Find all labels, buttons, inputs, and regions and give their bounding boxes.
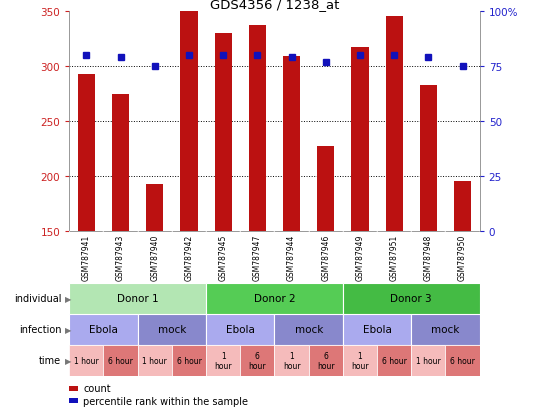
Text: 6 hour: 6 hour bbox=[450, 356, 475, 365]
Bar bbox=[386, 17, 403, 231]
Text: 6 hour: 6 hour bbox=[108, 356, 133, 365]
Text: 1
hour: 1 hour bbox=[351, 351, 369, 370]
Text: Donor 1: Donor 1 bbox=[117, 293, 158, 304]
Text: Donor 3: Donor 3 bbox=[391, 293, 432, 304]
Bar bbox=[377, 345, 411, 376]
Bar bbox=[446, 345, 480, 376]
Text: 1
hour: 1 hour bbox=[214, 351, 232, 370]
Bar bbox=[206, 314, 274, 345]
Text: 1
hour: 1 hour bbox=[283, 351, 301, 370]
Text: ▶: ▶ bbox=[65, 294, 71, 303]
Bar bbox=[138, 345, 172, 376]
Text: 1 hour: 1 hour bbox=[142, 356, 167, 365]
Text: GSM787951: GSM787951 bbox=[390, 234, 399, 280]
Bar bbox=[420, 86, 437, 231]
Text: mock: mock bbox=[431, 324, 459, 335]
Bar bbox=[181, 12, 198, 231]
Text: infection: infection bbox=[19, 324, 61, 335]
Bar bbox=[138, 314, 206, 345]
Text: 1 hour: 1 hour bbox=[74, 356, 99, 365]
Text: GSM787948: GSM787948 bbox=[424, 234, 433, 280]
Text: Ebola: Ebola bbox=[226, 324, 255, 335]
Text: mock: mock bbox=[295, 324, 323, 335]
Text: count: count bbox=[83, 383, 111, 394]
Title: GDS4356 / 1238_at: GDS4356 / 1238_at bbox=[210, 0, 339, 11]
Text: 6
hour: 6 hour bbox=[248, 351, 266, 370]
Bar bbox=[249, 26, 266, 231]
Text: Donor 2: Donor 2 bbox=[254, 293, 295, 304]
Text: GSM787945: GSM787945 bbox=[219, 234, 228, 280]
Bar bbox=[146, 184, 163, 231]
Text: Ebola: Ebola bbox=[89, 324, 118, 335]
Text: 1 hour: 1 hour bbox=[416, 356, 441, 365]
Bar bbox=[343, 314, 411, 345]
Bar bbox=[317, 147, 334, 231]
Bar bbox=[172, 345, 206, 376]
Text: ▶: ▶ bbox=[65, 325, 71, 334]
Bar bbox=[411, 345, 446, 376]
Text: GSM787946: GSM787946 bbox=[321, 234, 330, 280]
Bar bbox=[309, 345, 343, 376]
Text: individual: individual bbox=[14, 293, 61, 304]
Bar bbox=[283, 57, 300, 231]
Bar bbox=[69, 345, 103, 376]
Bar bbox=[351, 47, 368, 231]
Bar bbox=[78, 75, 95, 231]
Bar bbox=[274, 345, 309, 376]
Bar bbox=[215, 34, 232, 231]
Bar bbox=[69, 283, 206, 314]
Bar bbox=[454, 182, 471, 231]
Text: time: time bbox=[39, 355, 61, 366]
Bar bbox=[206, 345, 240, 376]
Text: ▶: ▶ bbox=[65, 356, 71, 365]
Text: GSM787940: GSM787940 bbox=[150, 234, 159, 280]
Text: GSM787947: GSM787947 bbox=[253, 234, 262, 280]
Text: GSM787950: GSM787950 bbox=[458, 234, 467, 280]
Text: 6
hour: 6 hour bbox=[317, 351, 335, 370]
Bar bbox=[103, 345, 138, 376]
Bar bbox=[343, 283, 480, 314]
Bar bbox=[411, 314, 480, 345]
Text: Ebola: Ebola bbox=[362, 324, 392, 335]
Text: 6 hour: 6 hour bbox=[382, 356, 407, 365]
Text: GSM787942: GSM787942 bbox=[184, 234, 193, 280]
Bar bbox=[69, 314, 138, 345]
Bar bbox=[240, 345, 274, 376]
Bar bbox=[112, 95, 129, 231]
Text: 6 hour: 6 hour bbox=[176, 356, 201, 365]
Bar bbox=[343, 345, 377, 376]
Text: GSM787949: GSM787949 bbox=[356, 234, 365, 280]
Text: GSM787943: GSM787943 bbox=[116, 234, 125, 280]
Bar bbox=[274, 314, 343, 345]
Text: percentile rank within the sample: percentile rank within the sample bbox=[83, 396, 248, 406]
Text: mock: mock bbox=[158, 324, 186, 335]
Bar bbox=[206, 283, 343, 314]
Text: GSM787944: GSM787944 bbox=[287, 234, 296, 280]
Text: GSM787941: GSM787941 bbox=[82, 234, 91, 280]
